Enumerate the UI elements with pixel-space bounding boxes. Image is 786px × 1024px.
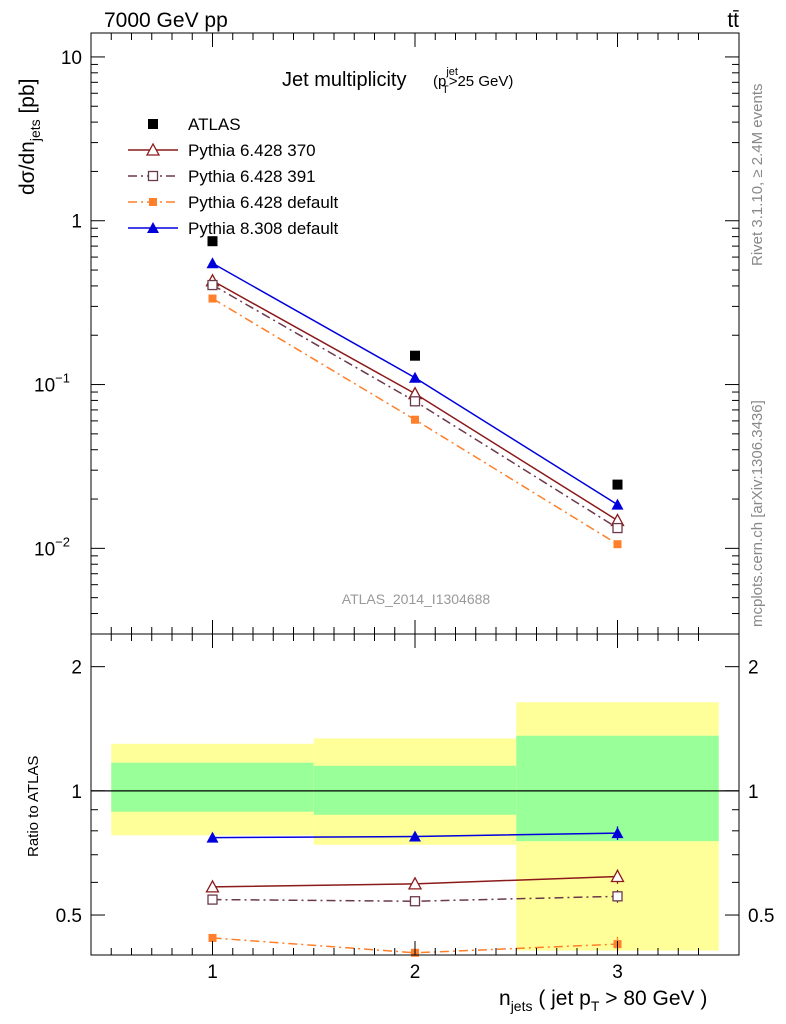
ratio-band-green bbox=[111, 762, 314, 812]
pythia-6-428-default-point bbox=[613, 540, 622, 549]
ratio-uncertainty-bands bbox=[91, 702, 739, 951]
pythia-6-428-391-point bbox=[207, 279, 218, 291]
atlas-point bbox=[612, 479, 623, 490]
legend-marker-pythia-8-308-default bbox=[147, 222, 159, 233]
pythia-6-428-default-point bbox=[411, 415, 419, 424]
main-ytick-label-base: 10 bbox=[61, 48, 82, 69]
pythia-6-428-391-ratio-point bbox=[207, 894, 218, 905]
main-ytick-label: 10−1 bbox=[34, 371, 70, 397]
legend-label-pythia-8-308-default: Pythia 8.308 default bbox=[188, 219, 339, 238]
pythia-8-308-default-point bbox=[611, 498, 624, 510]
pythia-6-428-391-ratio-point bbox=[409, 896, 421, 907]
ratio-xtick-label: 3 bbox=[612, 962, 623, 983]
ratio-ytick-label: 0.5 bbox=[56, 906, 82, 927]
legend-marker-pythia-6-428-370 bbox=[145, 142, 161, 156]
main-ytick-label: 10−2 bbox=[34, 534, 70, 560]
ratio-ytick-label: 1 bbox=[71, 782, 82, 803]
legend-marker-pythia-6-428-391 bbox=[147, 170, 159, 182]
legend-label-pythia-6-428-391: Pythia 6.428 391 bbox=[188, 167, 316, 186]
pythia-6-428-391-ratio-point bbox=[612, 891, 623, 902]
ratio-xtick-label: 2 bbox=[410, 962, 421, 983]
analysis-id: ATLAS_2014_I1304688 bbox=[342, 591, 491, 607]
xlabel-sub: jets bbox=[510, 998, 533, 1014]
pythia-6-428-391-ratio-line bbox=[212, 895, 618, 902]
collision-energy-label: 7000 GeV pp bbox=[104, 9, 228, 32]
main-ytick-label-base: 10 bbox=[34, 539, 55, 560]
ratio-xtick-label: 1 bbox=[207, 962, 218, 983]
title-cut-open: ( bbox=[433, 73, 438, 90]
main-ytick-label-base: 10 bbox=[34, 376, 55, 397]
main-ylabel-sub: jets bbox=[27, 119, 43, 142]
atlas-point bbox=[410, 350, 420, 361]
xlabel-pre: ( jet p bbox=[532, 987, 590, 1010]
ratio-ytick-label: 2 bbox=[71, 658, 82, 679]
plot-title-main: Jet multiplicity bbox=[282, 69, 406, 91]
ratio-axis-ticks: 2 2 1 1 0.5 0.5 1 2 3 bbox=[56, 634, 774, 983]
main-ylabel-main: dσ/dn bbox=[16, 141, 39, 195]
pythia-6-428-391-point bbox=[612, 522, 623, 534]
pythia-6-428-370-ratio-point bbox=[205, 879, 220, 893]
main-ylabel-unit: [pb] bbox=[16, 78, 39, 119]
pythia-6-428-391-line bbox=[212, 284, 618, 529]
process-label: tt̄ bbox=[727, 9, 739, 32]
atlas-point bbox=[207, 236, 218, 247]
xlabel-sub2: T bbox=[591, 998, 600, 1014]
ratio-ytick-label-right: 2 bbox=[748, 658, 759, 679]
main-ylabel: dσ/dnjets [pb] bbox=[16, 78, 43, 195]
pythia-8-308-default-ratio-point bbox=[611, 827, 624, 839]
main-ytick-label-base: 1 bbox=[71, 212, 82, 233]
title-cut-p: p bbox=[438, 73, 446, 90]
pythia-8-308-default-ratio-point bbox=[206, 831, 219, 843]
plot-title: Jet multiplicity bbox=[282, 69, 406, 91]
pythia-6-428-370-ratio-point bbox=[610, 869, 625, 883]
title-cut-close: ) bbox=[508, 73, 513, 90]
legend-marker-atlas bbox=[148, 119, 158, 129]
main-series-markers bbox=[205, 236, 625, 549]
pythia-6-428-370-ratio-point bbox=[407, 876, 423, 890]
legend-marker-pythia-6-428-default bbox=[149, 198, 157, 206]
main-ytick-label: 10 bbox=[61, 48, 82, 69]
main-ytick-label-exp: −1 bbox=[55, 371, 70, 386]
xlabel-post: > 80 GeV ) bbox=[599, 987, 707, 1010]
main-ytick-label-exp: −2 bbox=[55, 534, 70, 549]
pythia-6-428-default-ratio-point bbox=[208, 933, 217, 942]
pythia-6-428-391-point bbox=[409, 396, 421, 407]
pythia-8-308-default-point bbox=[409, 371, 421, 383]
title-cut-rest: >25 GeV bbox=[449, 73, 509, 90]
ratio-ytick-label-right: 1 bbox=[748, 782, 759, 803]
rivet-label: Rivet 3.1.10, ≥ 2.4M events bbox=[749, 84, 766, 267]
title-cut-sup: jet bbox=[445, 66, 458, 78]
ratio-xlabel: njets ( jet pT > 80 GeV ) bbox=[499, 987, 707, 1014]
pythia-8-308-default-line bbox=[212, 262, 618, 506]
pythia-8-308-default-ratio-point bbox=[409, 830, 421, 842]
legend: ATLAS Pythia 6.428 370 Pythia 6.428 391 Pyt… bbox=[128, 115, 339, 238]
main-ytick-label: 1 bbox=[71, 212, 82, 233]
mcplots-label: mcplots.cern.ch [arXiv:1306.3436] bbox=[749, 400, 766, 627]
title-cut-sub: T bbox=[442, 84, 449, 96]
xlabel-n: n bbox=[499, 987, 511, 1010]
legend-label-pythia-6-428-default: Pythia 6.428 default bbox=[188, 193, 339, 212]
legend-label-atlas: ATLAS bbox=[188, 115, 241, 134]
pythia-8-308-default-point bbox=[206, 257, 219, 269]
ratio-panel: 2 2 1 1 0.5 0.5 1 2 3 Ratio to ATLAS njets ( jet… bbox=[25, 633, 774, 1014]
legend-label-pythia-6-428-370: Pythia 6.428 370 bbox=[188, 141, 316, 160]
plot-title-cut: (pjet T>25 GeV) bbox=[433, 66, 513, 96]
ratio-ytick-label-right: 0.5 bbox=[748, 906, 774, 927]
ratio-ylabel: Ratio to ATLAS bbox=[25, 756, 42, 857]
pythia-6-428-default-point bbox=[208, 294, 217, 303]
ratio-band-green bbox=[516, 735, 719, 842]
